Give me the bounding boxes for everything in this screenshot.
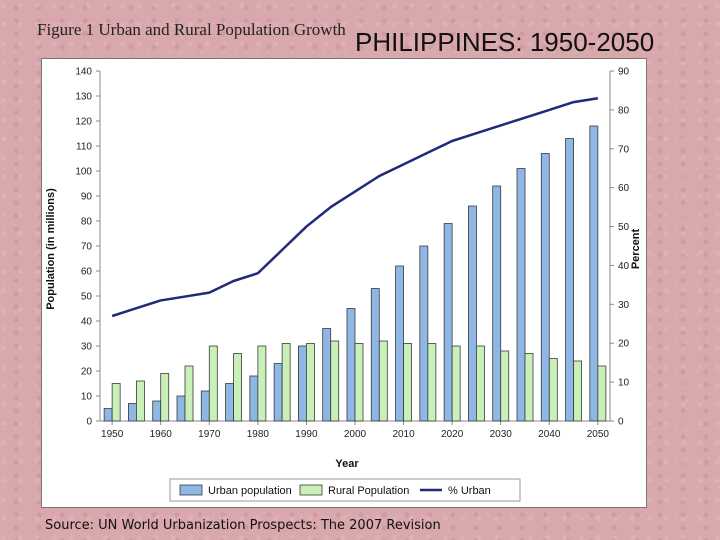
x-axis-title: Year — [335, 458, 359, 470]
urban-population-bar — [443, 223, 453, 422]
legend-label: Urban population — [208, 485, 292, 497]
urban-percent-polyline — [111, 96, 599, 318]
tick-labels: 0102030405060708090100110120130140010203… — [75, 67, 629, 441]
x-tick-label: 1960 — [150, 429, 173, 440]
urban-population-bar — [540, 153, 550, 422]
y2-axis-title: Percent — [630, 228, 642, 269]
rural-population-bar — [208, 345, 218, 422]
y2-tick-label: 80 — [618, 105, 630, 116]
legend: Urban population Rural Population % Urban — [169, 478, 521, 502]
y2-tick-label: 50 — [618, 222, 630, 233]
urban-population-bar — [589, 125, 599, 422]
y2-tick-label: 40 — [618, 261, 630, 272]
figure-title: Figure 1 Urban and Rural Population Grow… — [37, 20, 346, 39]
y2-tick-label: 10 — [618, 378, 630, 389]
urban-population-bar — [200, 390, 210, 422]
urban-population-bar — [128, 403, 137, 422]
rural-population-bar — [403, 343, 412, 422]
legend-swatch — [179, 484, 203, 496]
rural-population-bar — [111, 383, 121, 422]
y2-tick-label: 70 — [618, 144, 630, 155]
x-tick-label: 1990 — [295, 429, 318, 440]
rural-population-bar — [281, 343, 291, 422]
rural-population-bar — [306, 343, 315, 422]
y2-tick-label: 30 — [618, 300, 630, 311]
urban-population-bar — [298, 345, 307, 422]
urban-population-bar — [176, 395, 186, 422]
y-tick-label: 10 — [81, 392, 93, 403]
x-tick-label: 2000 — [344, 429, 367, 440]
urban-population-bar — [370, 288, 380, 422]
rural-population-bar — [233, 353, 242, 422]
rural-population-bar — [548, 358, 558, 422]
y-tick-label: 120 — [75, 117, 92, 128]
y-axis-title: Population (in millions) — [45, 188, 57, 310]
rural-population-bar — [451, 345, 461, 422]
urban-population-bar — [322, 328, 332, 422]
rural-population-bar — [330, 340, 340, 422]
y2-tick-label: 60 — [618, 183, 630, 194]
chart-panel: 0 10 20 30 40 50 60 70 80 90 100 110 120 130 140 0 10 20 3… — [41, 58, 647, 508]
y2-tick-label: 90 — [618, 67, 630, 78]
rural-population-bar — [184, 365, 194, 422]
urban-population-bar — [395, 265, 404, 422]
y-tick-label: 0 — [86, 417, 92, 428]
rural-population-bar — [597, 365, 607, 422]
urban-population-bar — [565, 138, 574, 422]
y-tick-label: 110 — [76, 142, 92, 153]
x-tick-label: 1980 — [247, 429, 270, 440]
legend-label: % Urban — [448, 485, 491, 497]
legend-label: Rural Population — [328, 485, 409, 497]
bars — [103, 125, 607, 422]
y-tick-label: 90 — [81, 192, 93, 203]
y-tick-label: 80 — [81, 217, 93, 228]
urban-population-bar — [492, 185, 502, 422]
urban-percent-line — [111, 96, 599, 318]
urban-population-bar — [225, 383, 234, 422]
rural-population-bar — [257, 345, 267, 422]
population-chart: 0102030405060708090100110120130140010203… — [45, 67, 642, 502]
x-tick-label: 1950 — [101, 429, 124, 440]
legend-swatch — [299, 484, 323, 496]
rural-population-bar — [160, 373, 170, 422]
urban-population-bar — [419, 245, 429, 422]
y-tick-label: 20 — [81, 367, 93, 378]
legend-box — [169, 478, 521, 502]
rural-population-bar — [476, 345, 485, 422]
y-tick-label: 50 — [81, 292, 93, 303]
urban-population-bar — [103, 408, 113, 422]
urban-population-bar — [346, 308, 356, 422]
y-tick-label: 60 — [81, 267, 93, 278]
x-tick-label: 2040 — [538, 429, 561, 440]
rural-population-bar — [573, 360, 582, 422]
rural-population-bar — [354, 343, 364, 422]
x-tick-label: 2030 — [490, 429, 513, 440]
rural-population-bar — [136, 380, 145, 422]
source-note: Source: UN World Urbanization Prospects:… — [45, 518, 441, 533]
urban-population-bar — [468, 205, 477, 422]
y-tick-label: 70 — [81, 242, 93, 253]
urban-population-bar — [152, 400, 162, 422]
x-tick-label: 2050 — [587, 429, 610, 440]
x-tick-label: 1970 — [198, 429, 221, 440]
slide-title: PHILIPPINES: 1950-2050 — [355, 27, 655, 57]
x-tick-label: 2010 — [392, 429, 415, 440]
rural-population-bar — [524, 353, 534, 422]
y-tick-label: 130 — [75, 92, 92, 103]
y2-tick-label: 20 — [618, 339, 630, 350]
rural-population-bar — [427, 343, 437, 422]
urban-population-bar — [273, 363, 283, 422]
y-tick-label: 140 — [75, 67, 92, 78]
rural-population-bar — [378, 340, 388, 422]
y-tick-label: 40 — [81, 317, 93, 328]
urban-population-bar — [249, 375, 259, 422]
urban-population-bar — [516, 168, 526, 422]
x-tick-label: 2020 — [441, 429, 464, 440]
y-tick-label: 30 — [81, 342, 93, 353]
y-tick-label: 100 — [75, 167, 92, 178]
y2-tick-label: 0 — [618, 417, 624, 428]
rural-population-bar — [500, 350, 510, 422]
